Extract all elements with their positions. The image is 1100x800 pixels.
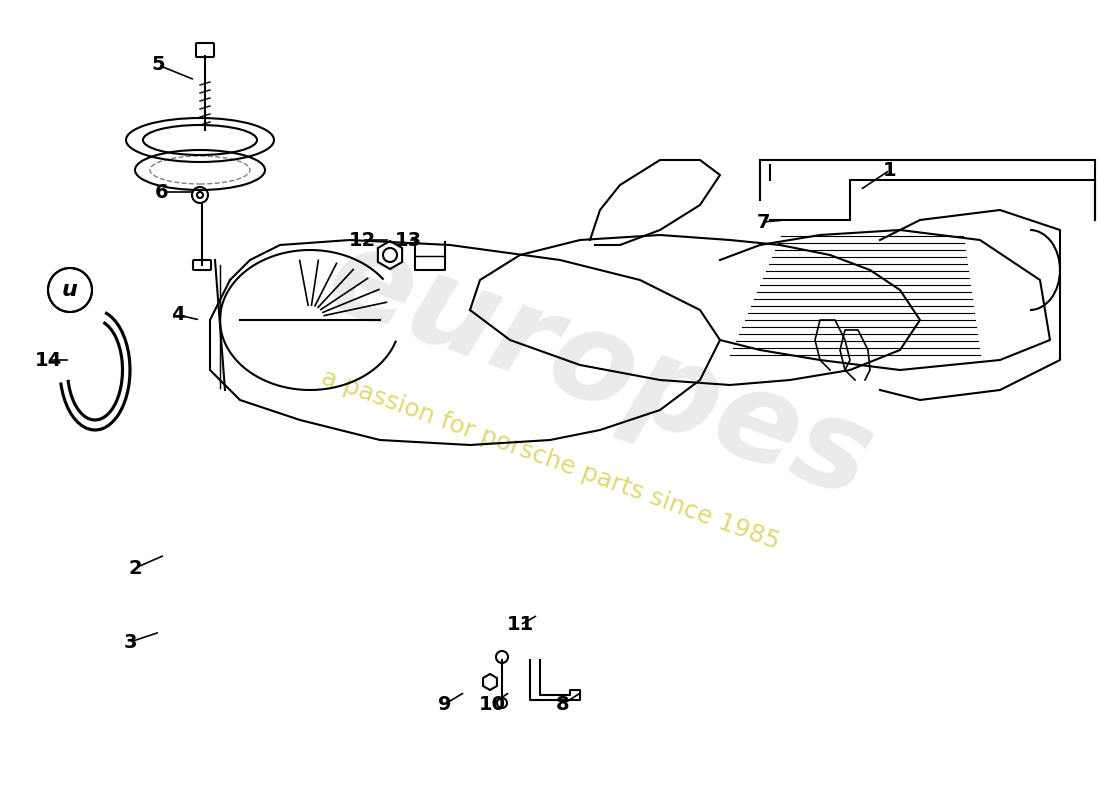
Text: 9: 9 bbox=[438, 694, 452, 714]
Text: 3: 3 bbox=[123, 633, 136, 651]
Text: 2: 2 bbox=[129, 558, 142, 578]
Circle shape bbox=[496, 651, 508, 663]
Text: u: u bbox=[62, 280, 78, 300]
Text: 8: 8 bbox=[557, 694, 570, 714]
Text: 10: 10 bbox=[478, 694, 506, 714]
Text: 11: 11 bbox=[506, 615, 534, 634]
Text: 12: 12 bbox=[349, 230, 375, 250]
Text: a passion for porsche parts since 1985: a passion for porsche parts since 1985 bbox=[318, 366, 782, 554]
Circle shape bbox=[48, 268, 92, 312]
FancyBboxPatch shape bbox=[192, 260, 211, 270]
Text: europes: europes bbox=[311, 216, 889, 524]
FancyBboxPatch shape bbox=[196, 43, 214, 57]
Text: 14: 14 bbox=[34, 350, 62, 370]
Text: 1: 1 bbox=[883, 161, 896, 179]
Text: 6: 6 bbox=[155, 182, 168, 202]
Text: 7: 7 bbox=[757, 213, 770, 231]
Circle shape bbox=[197, 192, 204, 198]
Text: 13: 13 bbox=[395, 230, 421, 250]
Circle shape bbox=[192, 187, 208, 203]
Text: 4: 4 bbox=[172, 306, 185, 325]
Text: 5: 5 bbox=[151, 55, 165, 74]
Circle shape bbox=[383, 248, 397, 262]
Circle shape bbox=[497, 698, 507, 708]
